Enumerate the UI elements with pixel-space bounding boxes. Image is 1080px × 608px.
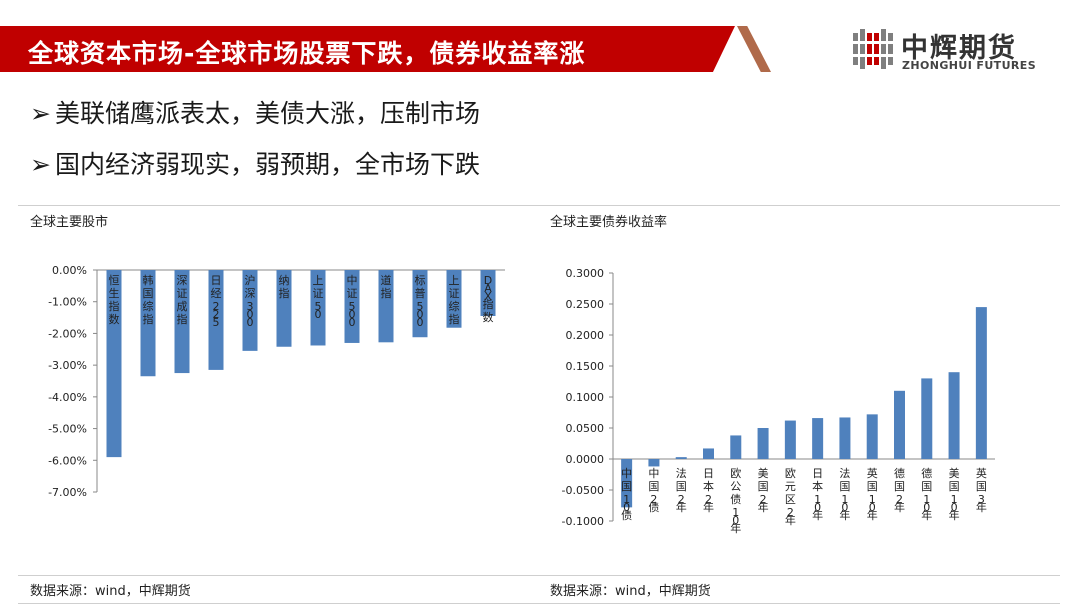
category-label: 中证 5 0 0 <box>347 274 358 329</box>
logo-chinese-text: 中辉期货 <box>901 33 1017 64</box>
category-label: 道指 <box>381 273 392 300</box>
bullet-2-text: 国内经济弱现实，弱预期，全市场下跌 <box>54 150 480 179</box>
y-tick-label: -1.00% <box>48 296 87 309</box>
bond-yield-chart: 0.3000 0.2500 0.2000 0.1500 0.1000 0.0500 0.00… <box>562 267 995 535</box>
category-label: 中国 1 0 债 <box>621 467 632 522</box>
bar <box>446 270 462 328</box>
bullet-arrow-icon: ➢ <box>30 150 51 179</box>
bar <box>839 417 851 459</box>
left-panel-title: 全球主要股市 <box>30 215 109 230</box>
y-tick-label: 0.1500 <box>566 360 605 373</box>
category-label: 韩国综指 <box>143 273 154 326</box>
y-tick-label: -2.00% <box>48 327 87 340</box>
y-tick-label: -0.0500 <box>562 484 604 497</box>
category-label: 美国 2 年 <box>758 467 769 514</box>
category-label: D A X 指数 <box>483 274 494 324</box>
bar <box>344 270 360 343</box>
bar <box>621 459 633 508</box>
category-label: 法国 2 年 <box>676 466 687 514</box>
y-tick-label: 0.2000 <box>566 329 605 342</box>
y-tick-label: 0.00% <box>52 264 87 277</box>
bullet-arrow-icon: ➢ <box>30 99 51 128</box>
category-label: 沪深 3 0 0 <box>245 273 256 329</box>
bar <box>675 457 687 459</box>
bullet-2: ➢ 国内经济弱现实，弱预期，全市场下跌 <box>30 145 480 181</box>
bar <box>975 307 987 459</box>
category-label: 法国 1 0 年 <box>839 466 850 522</box>
bar <box>812 418 824 459</box>
stock-chart: 0.00% -1.00% -2.00% -3.00% -4.00% -5.00% -6.00… <box>48 264 505 499</box>
bar <box>106 270 122 458</box>
y-tick-label: -6.00% <box>48 454 87 467</box>
top-divider <box>18 205 1060 206</box>
category-label: 欧元区 2 年 <box>785 467 796 527</box>
bar <box>140 270 156 377</box>
bar <box>412 270 428 338</box>
category-label: 中国 2 债 <box>648 467 659 514</box>
footer-divider <box>18 603 1060 604</box>
bar <box>276 270 292 347</box>
category-label: 欧公债 1 0 年 <box>730 467 741 535</box>
title-banner <box>0 26 735 72</box>
right-source: 数据来源：wind，中辉期货 <box>550 584 711 599</box>
left-source: 数据来源：wind，中辉期货 <box>30 584 191 599</box>
category-label: 美国 1 0 年 <box>949 467 960 522</box>
y-tick-label: 0.2500 <box>566 298 605 311</box>
bar <box>703 448 714 459</box>
y-tick-label: -5.00% <box>48 423 87 436</box>
bar <box>310 270 326 346</box>
bar <box>378 270 394 343</box>
y-tick-label: -0.1000 <box>562 515 604 528</box>
bar <box>921 378 933 459</box>
bar <box>208 270 224 370</box>
y-tick-label: -4.00% <box>48 391 87 404</box>
category-label: 上证 5 0 <box>313 274 324 321</box>
bar <box>894 390 905 459</box>
page-title: 全球资本市场-全球市场股票下跌，债券收益率涨 <box>28 39 586 68</box>
category-label: 纳指 <box>279 274 290 300</box>
bar <box>242 270 258 351</box>
category-label: 英国 1 0 年 <box>867 466 878 522</box>
bottom-divider <box>18 575 1060 576</box>
bar <box>866 414 878 459</box>
right-panel-title: 全球主要债券收益率 <box>550 215 668 230</box>
category-label: 日本 2 年 <box>703 467 714 514</box>
category-label: 日本 1 0 年 <box>812 467 823 522</box>
category-label: 上证综指 <box>449 274 460 326</box>
y-tick-label: 0.0500 <box>566 422 605 435</box>
bar <box>757 428 769 459</box>
bar <box>948 372 960 459</box>
category-label: 德国 1 0 年 <box>921 466 932 522</box>
bar <box>480 270 496 316</box>
category-label: 德国 2 年 <box>894 466 905 514</box>
bullet-1-text: 美联储鹰派表太，美债大涨，压制市场 <box>54 99 480 128</box>
y-tick-label: 0.1000 <box>566 391 605 404</box>
logo-english-text: ZHONGHUI FUTURES <box>902 59 1037 72</box>
y-tick-label: -7.00% <box>48 486 87 499</box>
category-label: 恒生指数 <box>109 274 120 326</box>
banner-stripe <box>737 26 771 72</box>
bar <box>784 420 796 459</box>
logo-grid-icon <box>853 29 893 69</box>
company-logo: 中辉期货 ZHONGHUI FUTURES <box>853 26 1053 74</box>
y-tick-label: 0.3000 <box>566 267 605 280</box>
category-label: 日经 2 2 5 <box>211 274 222 329</box>
bullet-1: ➢ 美联储鹰派表太，美债大涨，压制市场 <box>30 94 480 130</box>
category-label: 标普 5 0 0 <box>415 273 426 329</box>
category-label: 深证成指 <box>177 274 188 326</box>
y-tick-label: 0.0000 <box>566 453 605 466</box>
bar <box>648 459 660 467</box>
bar <box>174 270 190 374</box>
y-tick-label: -3.00% <box>48 359 87 372</box>
category-label: 英国 3 年 <box>976 466 987 514</box>
bar <box>730 435 742 459</box>
